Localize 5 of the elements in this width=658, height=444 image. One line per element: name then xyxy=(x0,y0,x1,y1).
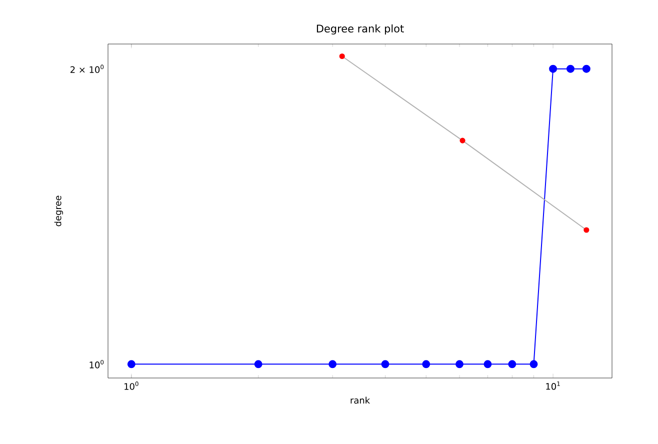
y-axis-title: degree xyxy=(54,196,64,226)
y-tick-label: 2 × 10$^{0}$ xyxy=(70,64,104,74)
chart-title: Degree rank plot xyxy=(316,24,404,35)
x-axis-title: rank xyxy=(350,396,370,404)
x-tick-label: 10$^{1}$ xyxy=(546,382,560,390)
